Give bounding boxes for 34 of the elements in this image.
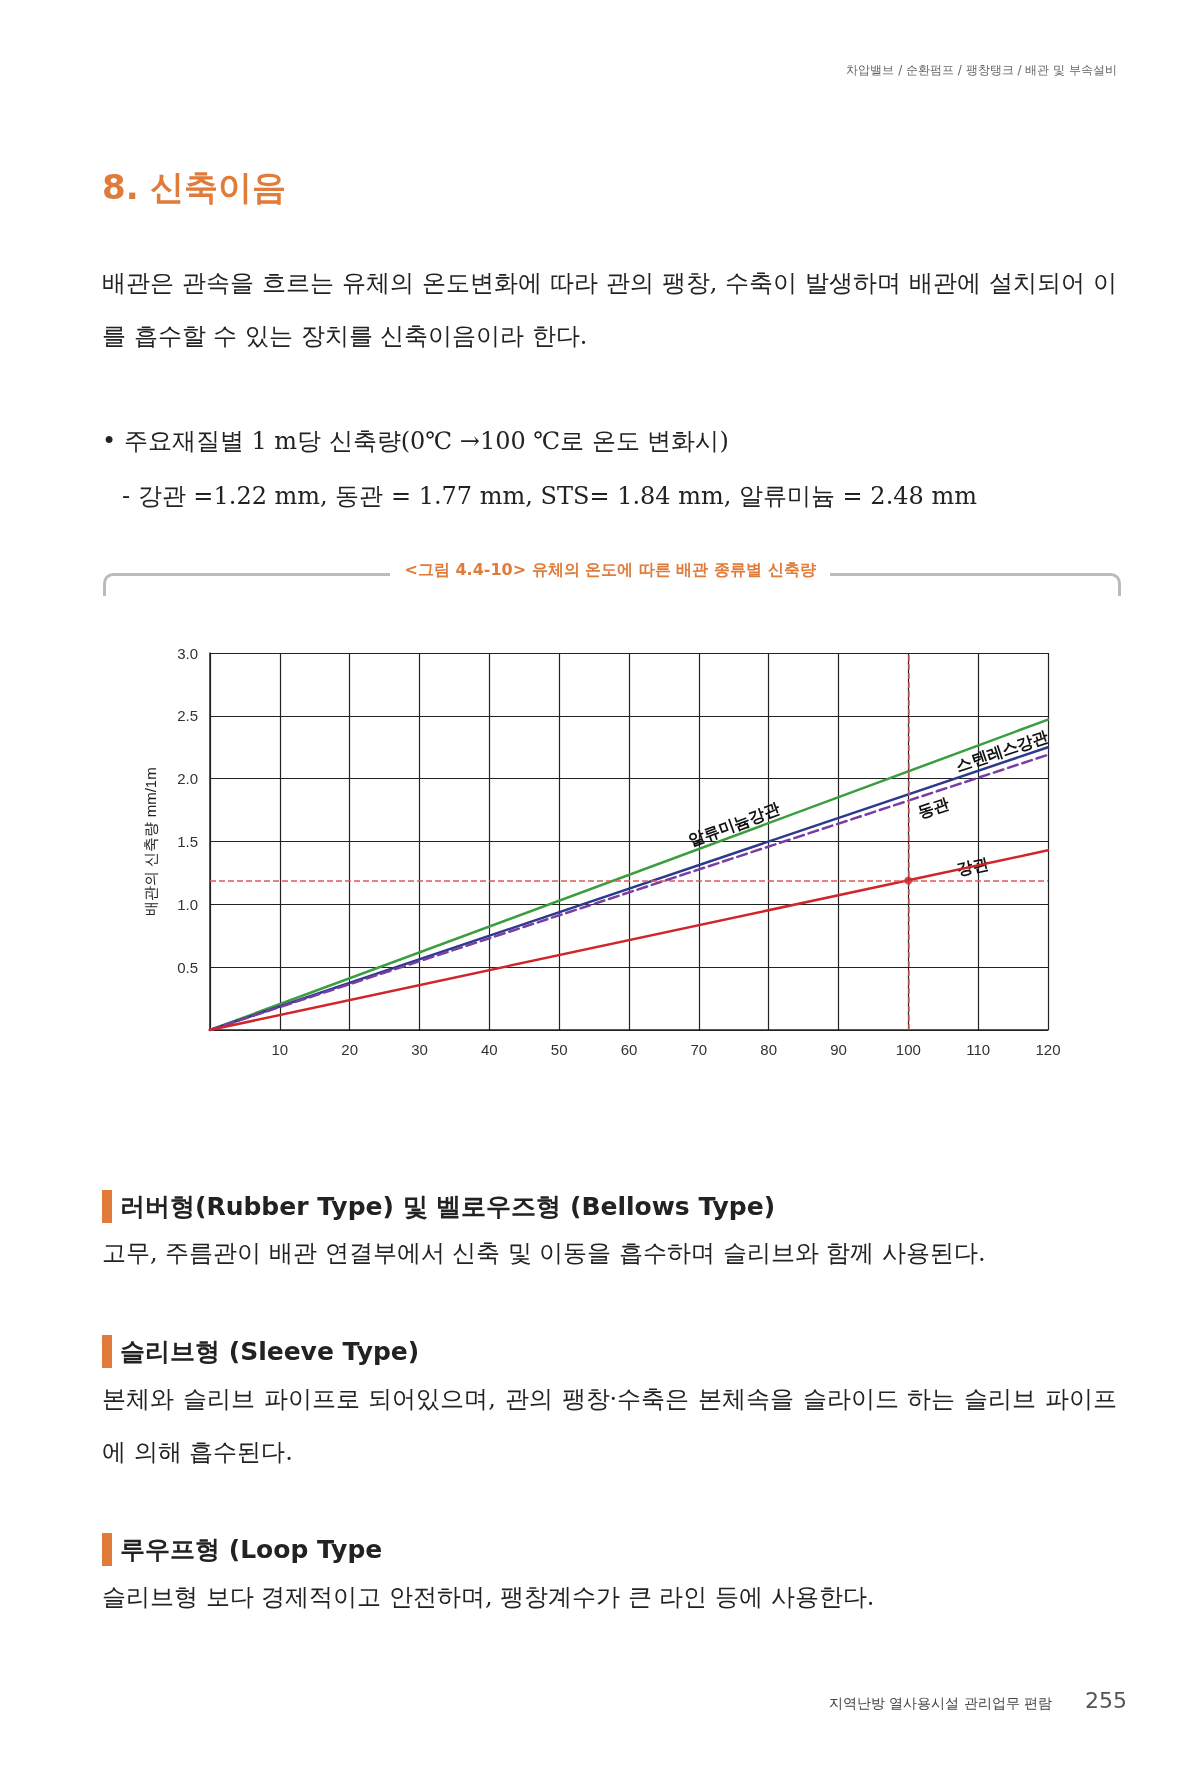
y-tick-label: 2.0 (177, 770, 198, 788)
x-tick-label: 80 (760, 1041, 778, 1058)
text: 지역난방 열사용시설 관리업무 편람 (827, 1695, 1052, 1713)
text: • 주요재질별 1 m당 신축량(0℃ →100 ℃로 온도 변화시) (102, 426, 730, 457)
text: 8. 신축이음 (102, 166, 288, 209)
text: 고무, 주름관이 배관 연결부에서 신축 및 이동을 흡수하며 슬리브와 함께 사용된다. (102, 1238, 987, 1269)
x-tick-label: 100 (895, 1041, 921, 1058)
text: 본체와 슬리브 파이프로 되어있으며, 관의 팽창·수축은 본체속을 슬라이드 하는 슬리브 파이프에 의해 흡수된다. (102, 1384, 1118, 1468)
x-tick-label: 50 (550, 1041, 568, 1058)
x-tick-label: 110 (966, 1041, 991, 1058)
text: 동관 (915, 794, 952, 821)
x-tick-label: 70 (690, 1041, 708, 1058)
text: 배관은 관속을 흐르는 유체의 온도변화에 따라 관의 팽창, 수축이 발생하며 배관에 설치되어 이를 흡수할 수 있는 장치를 신축이음이라 한다. (102, 268, 1117, 352)
x-tick-label: 90 (830, 1041, 847, 1058)
x-tick-label: 40 (480, 1041, 498, 1058)
y-tick-label: 2.5 (177, 707, 198, 725)
x-tick-label: 20 (341, 1041, 359, 1058)
y-tick-label: 1.0 (177, 895, 198, 913)
text: 255 (1085, 1688, 1127, 1713)
chart-title: <그림 4.4-10> 유체의 온도에 따른 배관 종류별 신축량 (390, 560, 830, 581)
y-axis-title: 배관의 신축량 mm/1m (142, 767, 159, 916)
text: 슬리브형 보다 경제적이고 안전하며, 팽창계수가 큰 라인 등에 사용한다. (102, 1582, 876, 1613)
y-tick-label: 0.5 (177, 958, 198, 976)
x-tick-label: 30 (411, 1041, 428, 1058)
x-tick-label: 10 (271, 1041, 289, 1058)
text: - 강관 =1.22 mm, 동관 = 1.77 mm, STS= 1.84 mm, 알류미늄 = 2.48 mm (121, 481, 978, 512)
y-tick-label: 3.0 (177, 644, 198, 662)
x-tick-label: 120 (1035, 1041, 1061, 1058)
text: 차압밸브 / 순환펌프 / 팽창탱크 / 배관 및 부속설비 (845, 62, 1117, 79)
text: 슬리브형 (Sleeve Type) (102, 1335, 1135, 1368)
y-tick-label: 1.5 (177, 833, 198, 850)
x-tick-label: 60 (620, 1041, 638, 1058)
text: 루우프형 (Loop Type (102, 1533, 1135, 1566)
text: 러버형(Rubber Type) 및 벨로우즈형 (Bellows Type) (102, 1190, 1135, 1223)
